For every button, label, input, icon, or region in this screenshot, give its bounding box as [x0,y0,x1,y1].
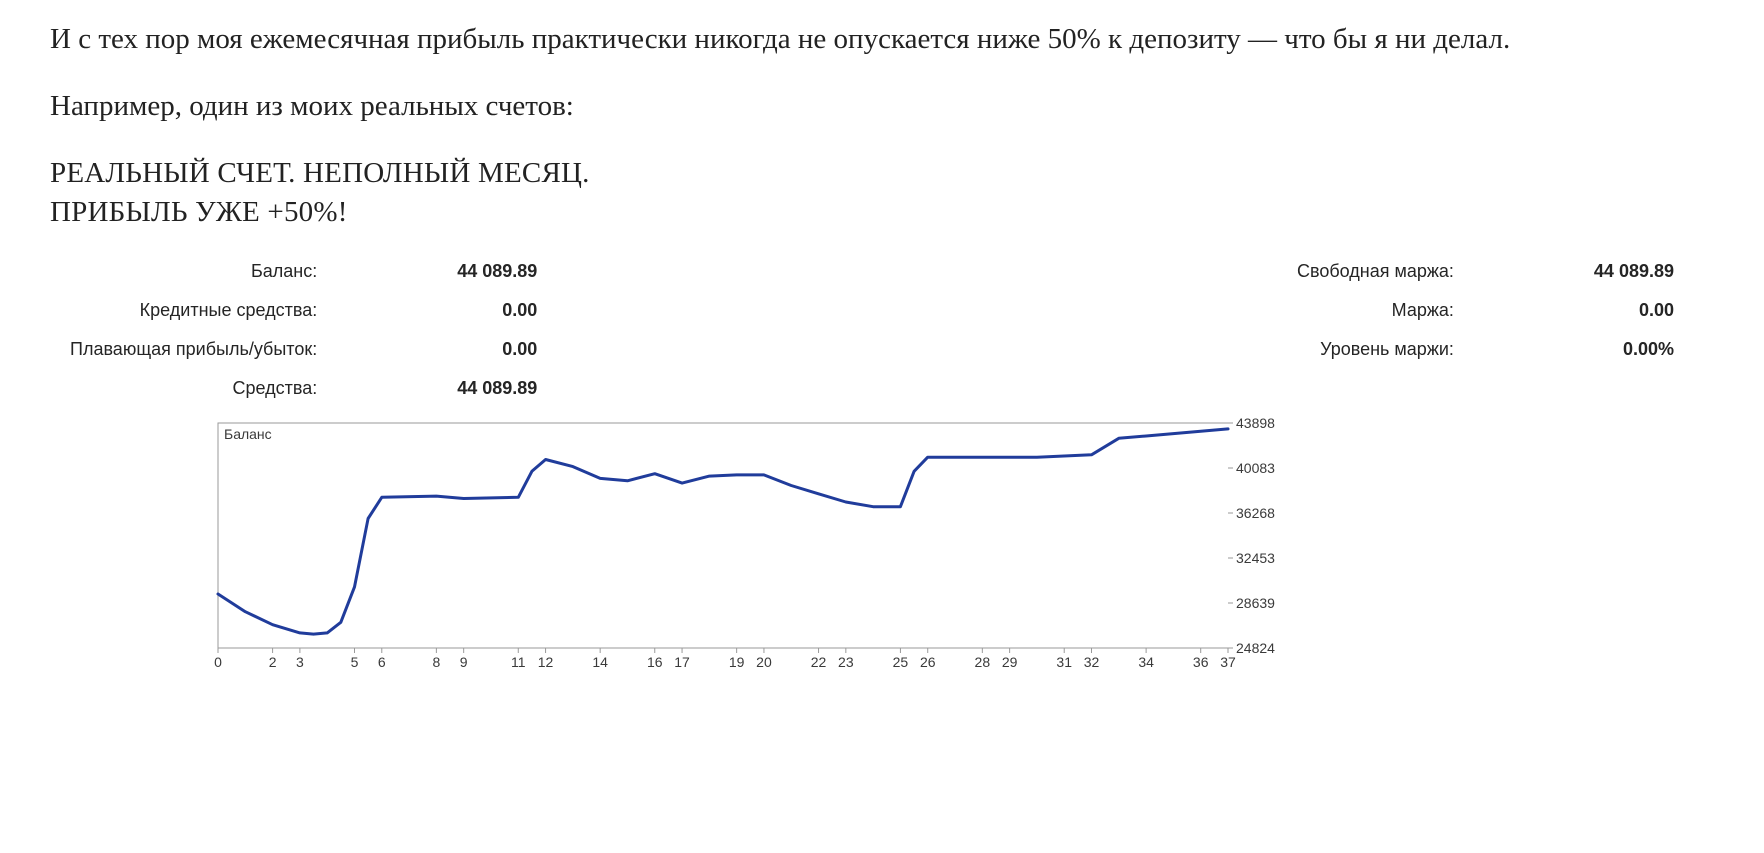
x-axis-label: 8 [432,654,440,670]
stat-label: Средства: [70,378,317,399]
x-axis-label: 25 [893,654,909,670]
x-axis-label: 12 [538,654,554,670]
account-stats: Баланс: 44 089.89 Кредитные средства: 0.… [50,261,1714,399]
stat-value: 0.00 [457,300,537,321]
x-axis-label: 23 [838,654,854,670]
stat-value: 0.00 [1594,300,1674,321]
caption-line-1: РЕАЛЬНЫЙ СЧЕТ. НЕПОЛНЫЙ МЕСЯЦ. [50,154,1714,193]
prose-block: И с тех пор моя ежемесячная прибыль прак… [50,20,1714,126]
x-axis-label: 26 [920,654,936,670]
y-axis-label: 36268 [1236,505,1275,521]
stat-label: Маржа: [1297,300,1454,321]
y-axis-label: 28639 [1236,595,1275,611]
stat-label: Кредитные средства: [70,300,317,321]
y-axis-label: 32453 [1236,550,1275,566]
stats-col-right: Свободная маржа: 44 089.89 Маржа: 0.00 У… [1297,261,1674,399]
x-axis-label: 36 [1193,654,1209,670]
x-axis-label: 5 [351,654,359,670]
stat-value: 44 089.89 [457,261,537,282]
paragraph-2: Например, один из моих реальных счетов: [50,87,1714,126]
x-axis-label: 32 [1084,654,1100,670]
x-axis-label: 20 [756,654,772,670]
y-axis-label: 43898 [1236,417,1275,431]
x-axis-label: 22 [811,654,827,670]
paragraph-1: И с тех пор моя ежемесячная прибыль прак… [50,20,1714,59]
chart-title: Баланс [224,426,272,442]
caption-line-2: ПРИБЫЛЬ УЖЕ +50%! [50,193,1714,232]
stats-col-left: Баланс: 44 089.89 Кредитные средства: 0.… [70,261,537,399]
page: И с тех пор моя ежемесячная прибыль прак… [0,0,1764,702]
x-axis-label: 19 [729,654,745,670]
stat-value: 44 089.89 [1594,261,1674,282]
stat-value: 0.00% [1594,339,1674,360]
x-axis-label: 17 [674,654,690,670]
x-axis-label: 11 [511,654,526,670]
x-axis-label: 6 [378,654,386,670]
x-axis-label: 14 [592,654,608,670]
stat-label: Свободная маржа: [1297,261,1454,282]
account-caption: РЕАЛЬНЫЙ СЧЕТ. НЕПОЛНЫЙ МЕСЯЦ. ПРИБЫЛЬ У… [50,154,1714,232]
x-axis-label: 9 [460,654,468,670]
x-axis-label: 3 [296,654,304,670]
balance-chart-svg: Баланс2482428639324533626840083438980235… [210,417,1288,672]
x-axis-label: 0 [214,654,222,670]
x-axis-label: 34 [1138,654,1154,670]
y-axis-label: 40083 [1236,460,1275,476]
stat-label: Уровень маржи: [1297,339,1454,360]
x-axis-label: 28 [975,654,991,670]
x-axis-label: 37 [1220,654,1236,670]
stat-value: 44 089.89 [457,378,537,399]
x-axis-label: 29 [1002,654,1018,670]
x-axis-label: 31 [1056,654,1072,670]
stat-value: 0.00 [457,339,537,360]
stat-label: Плавающая прибыль/убыток: [70,339,317,360]
stat-label: Баланс: [70,261,317,282]
balance-chart: Баланс2482428639324533626840083438980235… [210,417,1674,672]
y-axis-label: 24824 [1236,640,1275,656]
x-axis-label: 2 [269,654,277,670]
x-axis-label: 16 [647,654,663,670]
